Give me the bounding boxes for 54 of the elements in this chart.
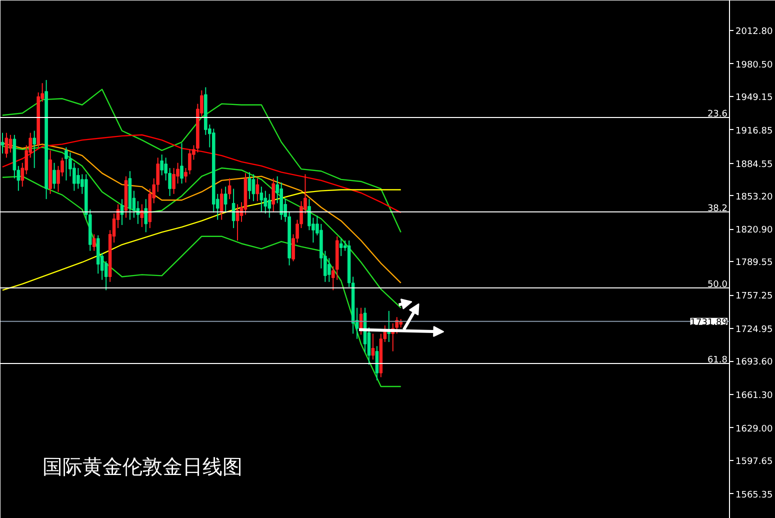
y-tick-label: 1565.35 — [736, 490, 773, 500]
text: 国际黄金伦敦金日线图 — [42, 454, 242, 479]
y-tick-label: 1884.55 — [736, 160, 773, 170]
candlestick — [0, 132, 4, 154]
y-tick-label: 1724.95 — [736, 325, 773, 336]
candlestick — [328, 258, 331, 282]
y-tick-label: 1980.50 — [736, 60, 773, 70]
candlestick — [220, 188, 224, 220]
y-tick-label: 2012.80 — [736, 27, 773, 38]
candlestick — [232, 188, 236, 229]
line-series — [2, 142, 402, 284]
y-tick-label: 1661.30 — [736, 390, 773, 401]
candlestick — [72, 162, 76, 192]
candlestick — [144, 198, 148, 233]
candlestick — [339, 238, 343, 257]
annotation: 50.0 — [707, 280, 728, 290]
annotation: 38.2 — [707, 204, 728, 214]
candlestick — [228, 178, 232, 200]
y-tick-label: 1597.65 — [736, 456, 773, 467]
candlestick — [92, 234, 96, 252]
candlestick — [172, 168, 176, 194]
candlestick — [252, 174, 256, 202]
candlestick — [8, 134, 12, 153]
line-series — [2, 189, 402, 291]
y-tick-label: 1820.90 — [736, 226, 773, 236]
y-tick-label: 1853.20 — [736, 192, 773, 202]
candlestick — [248, 172, 252, 200]
candlestick — [188, 148, 192, 175]
candlestick — [140, 204, 144, 228]
y-tick-label: 1949.15 — [736, 92, 773, 103]
candlestick — [268, 193, 272, 218]
y-tick-label: 1916.85 — [736, 126, 773, 136]
candlestick — [4, 132, 8, 158]
candlestick — [180, 142, 184, 184]
y-tick-label: 1629.00 — [736, 424, 773, 434]
candlestick — [64, 146, 68, 181]
candlestick — [224, 186, 228, 212]
candlestick — [264, 190, 268, 214]
y-tick-label: 1693.60 — [736, 358, 773, 368]
y-tick-label: 1789.55 — [736, 258, 773, 268]
annotation: 61.8 — [707, 356, 728, 366]
annotation: 23.6 — [707, 110, 728, 120]
candlestick — [375, 346, 379, 381]
candlestick — [256, 178, 260, 202]
y-tick-label: 1757.25 — [736, 292, 773, 302]
candlestick — [32, 130, 36, 169]
candlestick — [160, 154, 164, 176]
line-series — [2, 88, 402, 233]
candlestick — [260, 186, 264, 212]
candlestick — [371, 333, 375, 360]
candlestick — [272, 178, 276, 212]
candlestick — [52, 162, 56, 190]
line-series — [2, 134, 402, 214]
ref-line-label: 1731.89 — [690, 318, 728, 328]
